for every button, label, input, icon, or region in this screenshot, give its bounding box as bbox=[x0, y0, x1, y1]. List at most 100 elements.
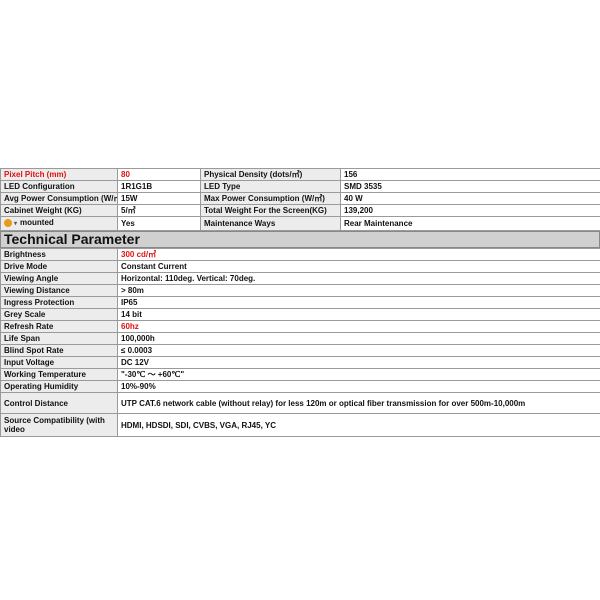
label-cell: Input Voltage bbox=[0, 356, 118, 369]
table-row: Cabinet Weight (KG) 5/㎡ Total Weight For t… bbox=[0, 204, 600, 217]
cell-text: Constant Current bbox=[121, 262, 187, 271]
cell-text: DC 12V bbox=[121, 358, 150, 367]
value-cell: 40 W bbox=[340, 192, 600, 205]
cell-text: Maintenance Ways bbox=[204, 219, 276, 228]
cell-text: Source Compatibility (with video bbox=[4, 416, 105, 434]
table-row: Life Span 100,000h bbox=[0, 332, 600, 345]
label-cell: Cabinet Weight (KG) bbox=[0, 204, 118, 217]
value-cell: 10%-90% bbox=[117, 380, 600, 393]
table-row: ▾ mounted Yes Maintenance Ways Rear Maintena… bbox=[0, 216, 600, 231]
label-cell: Viewing Angle bbox=[0, 272, 118, 285]
label-cell: Viewing Distance bbox=[0, 284, 118, 297]
label-cell: Drive Mode bbox=[0, 260, 118, 273]
label-cell: Operating Humidity bbox=[0, 380, 118, 393]
label-cell: Maintenance Ways bbox=[200, 216, 341, 231]
label-cell: Total Weight For the Screen(KG) bbox=[200, 204, 341, 217]
cell-text: Physical Density (dots/㎡) bbox=[204, 170, 303, 179]
cell-text: UTP CAT.6 network cable (without relay) … bbox=[121, 398, 526, 408]
table-row: Brightness 300 cd/㎡ bbox=[0, 248, 600, 261]
label-cell: Working Temperature bbox=[0, 368, 118, 381]
cell-text: LED Configuration bbox=[4, 182, 75, 191]
table-row: LED Configuration 1R1G1B LED Type SMD 3535 bbox=[0, 180, 600, 193]
value-cell: 80 bbox=[117, 168, 201, 181]
cell-text: 300 cd/㎡ bbox=[121, 250, 157, 259]
cell-text: Control Distance bbox=[4, 398, 69, 408]
table-row: Source Compatibility (with video HDMI, HD… bbox=[0, 413, 600, 437]
cell-text: Viewing Distance bbox=[4, 286, 70, 295]
label-cell: Grey Scale bbox=[0, 308, 118, 321]
cell-text: Blind Spot Rate bbox=[4, 346, 64, 355]
label-cell: ▾ mounted bbox=[0, 216, 118, 231]
value-cell: IP65 bbox=[117, 296, 600, 309]
spec-sheet: Pixel Pitch (mm) 80 Physical Density (dots… bbox=[0, 168, 600, 437]
label-cell: Life Span bbox=[0, 332, 118, 345]
value-cell: 60hz bbox=[117, 320, 600, 333]
label-cell: Physical Density (dots/㎡) bbox=[200, 168, 341, 181]
table-row: Input Voltage DC 12V bbox=[0, 356, 600, 369]
cell-text: Refresh Rate bbox=[4, 322, 54, 331]
cell-text: Avg Power Consumption (W/㎡) bbox=[4, 194, 118, 203]
value-cell: 300 cd/㎡ bbox=[117, 248, 600, 261]
cell-text: 40 W bbox=[344, 194, 363, 203]
value-cell: 1R1G1B bbox=[117, 180, 201, 193]
cell-text: 15W bbox=[121, 194, 138, 203]
table-row: Ingress Protection IP65 bbox=[0, 296, 600, 309]
cell-text: Viewing Angle bbox=[4, 274, 59, 283]
dropdown-caret[interactable]: ▾ bbox=[14, 221, 18, 227]
value-cell: Horizontal: 110deg. Vertical: 70deg. bbox=[117, 272, 600, 285]
cell-text: LED Type bbox=[204, 182, 241, 191]
cell-text: "-30℃ ～ +60℃" bbox=[121, 370, 185, 379]
cell-text: Input Voltage bbox=[4, 358, 55, 367]
cell-text: Brightness bbox=[4, 250, 46, 259]
table-row: Working Temperature "-30℃ ～ +60℃" bbox=[0, 368, 600, 381]
table-row: Refresh Rate 60hz bbox=[0, 320, 600, 333]
table-row: Operating Humidity 10%-90% bbox=[0, 380, 600, 393]
table-row: Control Distance UTP CAT.6 network cable … bbox=[0, 392, 600, 414]
cell-text: Yes bbox=[121, 219, 135, 228]
cell-text: 100,000h bbox=[121, 334, 155, 343]
label-cell: Avg Power Consumption (W/㎡) bbox=[0, 192, 118, 205]
label-cell: Refresh Rate bbox=[0, 320, 118, 333]
cell-text: 139,200 bbox=[344, 206, 373, 215]
value-cell: SMD 3535 bbox=[340, 180, 600, 193]
cell-text: HDMI, HDSDI, SDI, CVBS, VGA, RJ45, YC bbox=[121, 420, 276, 430]
cell-text: Drive Mode bbox=[4, 262, 48, 271]
value-cell: 100,000h bbox=[117, 332, 600, 345]
cell-text: Horizontal: 110deg. Vertical: 70deg. bbox=[121, 274, 256, 283]
value-cell: HDMI, HDSDI, SDI, CVBS, VGA, RJ45, YC bbox=[117, 413, 600, 437]
cell-text: Operating Humidity bbox=[4, 382, 79, 391]
cell-text: > 80m bbox=[121, 286, 144, 295]
cell-text: 5/㎡ bbox=[121, 206, 136, 215]
value-cell: ≤ 0.0003 bbox=[117, 344, 600, 357]
cell-text: Pixel Pitch (mm) bbox=[4, 170, 67, 179]
value-cell: 156 bbox=[340, 168, 600, 181]
cell-text: ≤ 0.0003 bbox=[121, 346, 153, 355]
cell-text: SMD 3535 bbox=[344, 182, 382, 191]
value-cell: "-30℃ ～ +60℃" bbox=[117, 368, 600, 381]
table-row: Viewing Distance > 80m bbox=[0, 284, 600, 297]
label-cell: Pixel Pitch (mm) bbox=[0, 168, 118, 181]
value-cell: 5/㎡ bbox=[117, 204, 201, 217]
cell-text: Life Span bbox=[4, 334, 41, 343]
table-row: Grey Scale 14 bit bbox=[0, 308, 600, 321]
cell-text: Ingress Protection bbox=[4, 298, 75, 307]
value-cell: 139,200 bbox=[340, 204, 600, 217]
table-row: Avg Power Consumption (W/㎡) 15W Max Power … bbox=[0, 192, 600, 205]
label-cell: Control Distance bbox=[0, 392, 118, 414]
cell-text: 1R1G1B bbox=[121, 182, 153, 191]
cell-text: Grey Scale bbox=[4, 310, 46, 319]
cell-text: 14 bit bbox=[121, 310, 142, 319]
value-cell: Yes bbox=[117, 216, 201, 231]
value-cell: > 80m bbox=[117, 284, 600, 297]
value-cell: Constant Current bbox=[117, 260, 600, 273]
cell-text: 156 bbox=[344, 170, 358, 179]
cell-text: Rear Maintenance bbox=[344, 219, 413, 228]
label-cell: Brightness bbox=[0, 248, 118, 261]
value-cell: UTP CAT.6 network cable (without relay) … bbox=[117, 392, 600, 414]
cell-text: Working Temperature bbox=[4, 370, 86, 379]
cell-text: Max Power Consumption (W/㎡) bbox=[204, 194, 325, 203]
label-cell: Blind Spot Rate bbox=[0, 344, 118, 357]
label-cell: Max Power Consumption (W/㎡) bbox=[200, 192, 341, 205]
label-cell: LED Configuration bbox=[0, 180, 118, 193]
